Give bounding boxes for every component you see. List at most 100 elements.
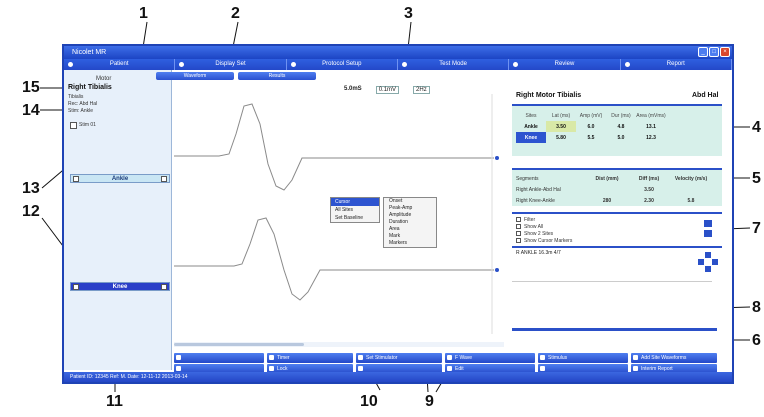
checkbox[interactable]: [516, 238, 521, 244]
checkbox[interactable]: [516, 217, 521, 223]
menu-display-set[interactable]: Display Set: [175, 59, 287, 70]
stim-checkbox[interactable]: [70, 122, 77, 129]
table-header: Amp (mV): [579, 112, 603, 119]
submenu-item[interactable]: Duration: [389, 219, 408, 225]
trace-edit-icon[interactable]: [161, 284, 167, 290]
trace-label-knee[interactable]: Knee: [70, 282, 170, 291]
table-cell[interactable]: 3.50: [546, 121, 576, 132]
submenu-item[interactable]: Area: [389, 226, 400, 232]
trace-select-checkbox[interactable]: [73, 284, 79, 290]
table-header: Velocity (m/s): [674, 175, 708, 182]
bottom-button[interactable]: [174, 364, 264, 374]
menu-bullet-icon: [290, 62, 296, 67]
segments-table: Segments Dist (mm) Diff (ms) Velocity (m…: [516, 173, 712, 206]
menu-bullet-icon: [401, 62, 407, 67]
interim-report-button[interactable]: Interim Report: [631, 364, 717, 374]
checkbox[interactable]: [516, 231, 521, 237]
stimulus-button[interactable]: Stimulus: [538, 353, 628, 363]
submenu-item[interactable]: Peak-Amp: [389, 205, 413, 211]
table-row[interactable]: Knee 5.80 5.5 5.0 12.3: [516, 132, 666, 143]
table-cell: Right Knee-Ankle: [516, 197, 555, 204]
window-title: Nicolet MR: [72, 49, 107, 56]
bottom-button[interactable]: [356, 364, 442, 374]
table-row[interactable]: Right Ankle-Abd Hal 3.50: [516, 184, 712, 195]
panel-divider: [512, 328, 717, 331]
menu-protocol-setup[interactable]: Protocol Setup: [287, 59, 398, 70]
f-wave-button[interactable]: F Wave: [445, 353, 535, 363]
trace-select-checkbox[interactable]: [73, 176, 79, 182]
trace-label-ankle[interactable]: Ankle: [70, 174, 170, 183]
view-tabs: Waveform Results: [156, 72, 316, 80]
sweep-speed[interactable]: 5.0mS: [344, 86, 362, 92]
table-header: Sites: [525, 112, 537, 119]
arrow-down-icon[interactable]: [705, 266, 711, 272]
table-cell: Ankle: [524, 123, 538, 130]
menu-review[interactable]: Review: [509, 59, 621, 70]
maximize-button[interactable]: □: [709, 47, 719, 57]
table-cell: Knee: [516, 132, 546, 143]
context-menu-item[interactable]: Cursor: [331, 198, 379, 206]
table-cell: 3.50: [644, 186, 654, 193]
submenu-item[interactable]: Onset: [389, 198, 403, 204]
button-icon: [176, 366, 181, 371]
table-header: Diff (ms): [638, 175, 660, 182]
option-show-all[interactable]: Show All: [516, 224, 543, 230]
marker-knee-end: [495, 268, 499, 272]
waveform-display[interactable]: [174, 94, 504, 354]
menu-report[interactable]: Report: [621, 59, 732, 70]
cursor-direction-pad[interactable]: [698, 252, 718, 272]
edit-button[interactable]: Edit: [445, 364, 535, 374]
table-row[interactable]: Right Knee-Ankle 280 2.30 5.8: [516, 195, 712, 206]
add-site-button[interactable]: Add Site Waveforms: [631, 353, 717, 363]
menu-bullet-icon: [179, 62, 185, 67]
timer-button[interactable]: Timer: [267, 353, 353, 363]
filter-select[interactable]: 2Hz: [413, 86, 430, 94]
option-show-2-sites[interactable]: Show 2 Sites: [516, 231, 553, 237]
submenu-item[interactable]: Amplitude: [389, 212, 412, 218]
display-options: Filter Show All Show 2 Sites Show Cursor…: [512, 212, 722, 244]
context-menu-item[interactable]: All Sites: [335, 207, 354, 213]
horizontal-scrollbar[interactable]: [174, 342, 504, 347]
add-icon: [633, 355, 638, 360]
comment-line: [512, 281, 712, 282]
minimize-button[interactable]: _: [698, 47, 708, 57]
table-cell: 5.8: [687, 197, 695, 204]
table-cell: [586, 184, 628, 195]
table-header: Area (mVms): [636, 112, 666, 119]
trace-edit-icon[interactable]: [161, 176, 167, 182]
submenu-item[interactable]: Mark: [389, 233, 401, 239]
callout-15: 15: [22, 79, 40, 96]
bottom-button[interactable]: [538, 364, 628, 374]
menu-bullet-icon: [513, 62, 519, 67]
arrow-up-icon[interactable]: [705, 252, 711, 258]
table-row[interactable]: Ankle 3.50 6.0 4.8 13.1: [516, 121, 666, 132]
callout-7: 7: [752, 220, 761, 237]
sensitivity-select[interactable]: 0.1mV: [375, 86, 400, 94]
tab-results[interactable]: Results: [238, 72, 316, 80]
close-button[interactable]: ×: [720, 47, 730, 57]
context-menu-item[interactable]: Set Baseline: [335, 215, 364, 221]
scrollbar-thumb[interactable]: [174, 343, 304, 346]
latency-table-box: Sites Lat (ms) Amp (mV) Dur (ms) Area (m…: [512, 104, 722, 156]
table-cell: 13.1: [646, 123, 656, 130]
menu-test-mode[interactable]: Test Mode: [398, 59, 510, 70]
option-show-cursor-markers[interactable]: Show Cursor Markers: [516, 238, 572, 244]
test-tree-panel: Motor Right Tibialis Tibialis Rec: Abd H…: [64, 70, 172, 370]
bottom-button[interactable]: [174, 353, 264, 363]
tab-waveform[interactable]: Waveform: [156, 72, 234, 80]
submenu-item[interactable]: Markers: [389, 240, 408, 246]
menu-patient[interactable]: Patient: [64, 59, 176, 70]
arrow-left-icon[interactable]: [698, 259, 704, 265]
button-icon: [540, 366, 545, 371]
set-stimulator-button[interactable]: Set Stimulator: [356, 353, 442, 363]
option-filter[interactable]: Filter: [516, 217, 535, 223]
scroll-up-button[interactable]: [704, 220, 712, 227]
scroll-down-button[interactable]: [704, 230, 712, 237]
lock-button[interactable]: Lock: [267, 364, 353, 374]
arrow-right-icon[interactable]: [712, 259, 718, 265]
title-bar: Nicolet MR _ □ ×: [64, 46, 732, 59]
table-cell: 4.8: [617, 123, 625, 130]
button-icon: [358, 366, 363, 371]
checkbox[interactable]: [516, 224, 521, 230]
